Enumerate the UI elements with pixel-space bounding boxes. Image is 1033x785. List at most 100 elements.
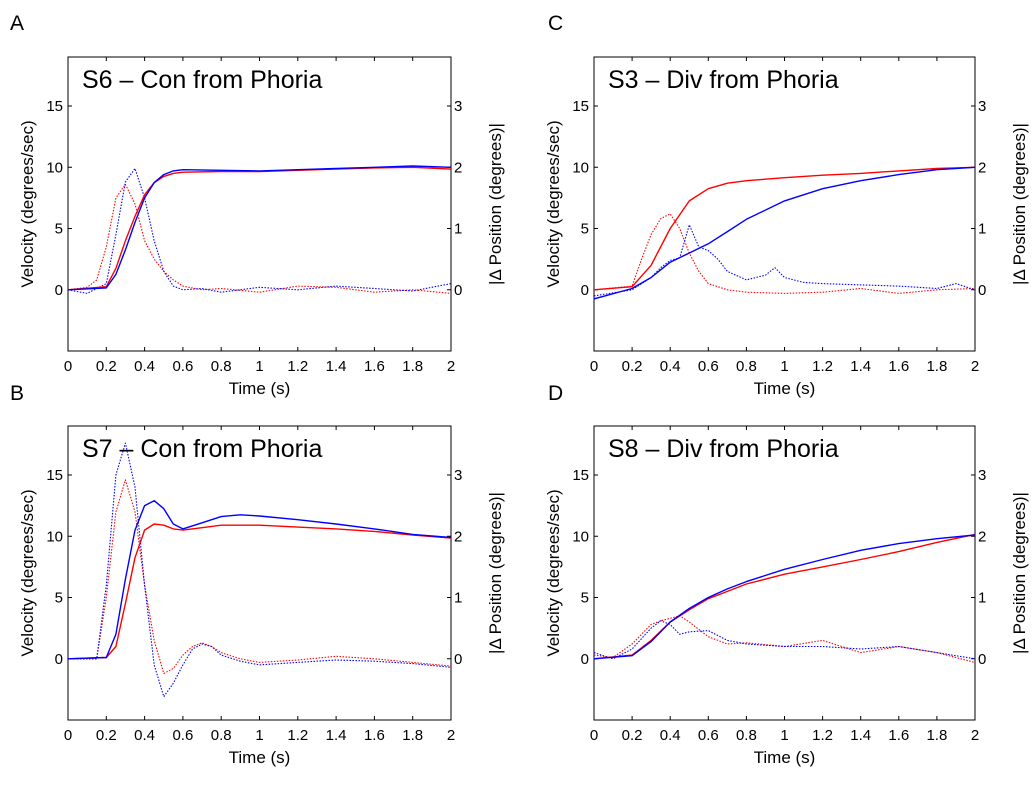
- y-right-tick-label: 2: [454, 159, 462, 176]
- x-tick-label: 1.2: [812, 727, 833, 744]
- panel-title: S7 – Con from Phoria: [82, 435, 322, 463]
- x-tick-label: 0.2: [622, 358, 643, 375]
- x-tick-label: 2: [447, 358, 455, 375]
- x-tick-label: 1.2: [812, 358, 833, 375]
- x-tick-label: 1.6: [888, 727, 909, 744]
- y-tick-label: 5: [55, 590, 63, 607]
- panel-b: B 0 0.2 0.4 0.6 0.8 1 1.2 1.4 1.6 1.8 2 0 5 10 15 0 1 2 3 S7…: [10, 382, 505, 767]
- series-line-blue-solid: [594, 534, 975, 660]
- y-right-tick-label: 3: [454, 98, 462, 115]
- series-line-red-dotted: [68, 183, 451, 294]
- series-group: [594, 533, 975, 663]
- panel-letter: B: [10, 382, 24, 405]
- series-line-blue-dotted: [68, 167, 451, 294]
- y-tick-label: 5: [581, 590, 589, 607]
- series-line-blue-dotted: [594, 224, 975, 297]
- panel-letter: C: [548, 12, 563, 35]
- x-tick-label: 2: [971, 727, 979, 744]
- panel-c: C 0 0.2 0.4 0.6 0.8 1 1.2 1.4 1.6 1.8 2 0 5 10 15 0 1 2 3 S3…: [544, 12, 1029, 398]
- x-tick-label: 0.2: [96, 358, 117, 375]
- x-tick-label: 1.4: [850, 358, 871, 375]
- x-tick-label: 1.6: [364, 727, 385, 744]
- x-tick-label: 0: [64, 727, 72, 744]
- y-tick-label: 5: [55, 221, 63, 238]
- x-tick-label: 1.8: [402, 358, 423, 375]
- panel-d: D 0 0.2 0.4 0.6 0.8 1 1.2 1.4 1.6 1.8 2 0 5 10 15 0 1 2 3 S8…: [544, 382, 1029, 767]
- y-tick-label: 15: [46, 98, 63, 115]
- x-tick-label: 0.6: [172, 358, 193, 375]
- x-tick-label: 0: [64, 358, 72, 375]
- y-tick-label: 15: [46, 467, 63, 484]
- y-tick-label: 5: [581, 221, 589, 238]
- x-tick-label: 1.8: [402, 727, 423, 744]
- x-tick-label: 1.4: [850, 727, 871, 744]
- series-line-red-dotted: [594, 615, 975, 663]
- x-tick-label: 1: [780, 358, 788, 375]
- x-tick-label: 0.6: [698, 358, 719, 375]
- x-tick-label: 1.6: [364, 358, 385, 375]
- y-right-axis-label: |Δ Position (degrees)|: [1010, 492, 1029, 654]
- x-tick-label: 1.6: [888, 358, 909, 375]
- y-right-tick-label: 0: [454, 282, 462, 299]
- y-tick-label: 15: [572, 98, 589, 115]
- x-tick-label: 0.6: [698, 727, 719, 744]
- series-line-blue-solid: [594, 166, 975, 300]
- y-axis-label: Velocity (degrees/sec): [544, 120, 563, 287]
- x-tick-label: 1.2: [287, 358, 308, 375]
- x-tick-label: 2: [447, 727, 455, 744]
- y-right-tick-label: 0: [978, 282, 986, 299]
- plot-frame: [593, 56, 976, 352]
- series-line-blue-dotted: [68, 442, 451, 698]
- y-tick-label: 10: [572, 159, 589, 176]
- x-axis-label: Time (s): [754, 748, 816, 767]
- y-tick-label: 0: [55, 282, 63, 299]
- y-right-tick-label: 0: [454, 651, 462, 668]
- panel-title: S6 – Con from Phoria: [82, 66, 322, 94]
- y-right-tick-label: 3: [978, 467, 986, 484]
- x-tick-label: 1: [255, 358, 263, 375]
- y-axis-label: Velocity (degrees/sec): [18, 120, 37, 287]
- y-right-tick-label: 0: [978, 651, 986, 668]
- series-line-red-solid: [594, 166, 975, 291]
- x-tick-label: 0.2: [622, 727, 643, 744]
- series-group: [68, 165, 451, 294]
- x-tick-label: 0.2: [96, 727, 117, 744]
- y-axis-label: Velocity (degrees/sec): [544, 489, 563, 656]
- x-axis-label: Time (s): [229, 748, 291, 767]
- y-tick-label: 10: [46, 159, 63, 176]
- x-tick-label: 1: [255, 727, 263, 744]
- panel-title: S8 – Div from Phoria: [608, 435, 839, 463]
- panel-letter: A: [10, 12, 24, 35]
- x-tick-label: 0.8: [736, 358, 757, 375]
- x-tick-label: 1.2: [287, 727, 308, 744]
- x-tick-label: 1.4: [326, 358, 347, 375]
- series-line-red-dotted: [68, 479, 451, 675]
- plot-frame: [67, 56, 452, 352]
- y-right-tick-label: 2: [454, 528, 462, 545]
- x-tick-label: 0: [590, 727, 598, 744]
- series-line-blue-dotted: [594, 620, 975, 660]
- series-line-blue-solid: [68, 165, 451, 291]
- plot-frame: [67, 425, 452, 721]
- x-tick-label: 0.4: [134, 727, 155, 744]
- y-tick-label: 10: [46, 528, 63, 545]
- plot-frame: [593, 425, 976, 721]
- series-group: [594, 166, 975, 300]
- y-axis-label: Velocity (degrees/sec): [18, 489, 37, 656]
- y-right-tick-label: 1: [978, 590, 986, 607]
- y-right-tick-label: 1: [978, 221, 986, 238]
- y-tick-label: 0: [581, 282, 589, 299]
- x-tick-label: 1.4: [326, 727, 347, 744]
- x-tick-label: 1.8: [926, 358, 947, 375]
- x-tick-label: 0.6: [172, 727, 193, 744]
- x-tick-label: 0.8: [211, 727, 232, 744]
- x-tick-label: 1: [780, 727, 788, 744]
- x-tick-label: 0.4: [134, 358, 155, 375]
- y-right-axis-label: |Δ Position (degrees)|: [486, 123, 505, 285]
- x-axis-label: Time (s): [229, 379, 291, 398]
- y-right-tick-label: 1: [454, 590, 462, 607]
- y-right-axis-label: |Δ Position (degrees)|: [486, 492, 505, 654]
- y-right-axis-label: |Δ Position (degrees)|: [1010, 123, 1029, 285]
- series-line-red-solid: [68, 523, 451, 660]
